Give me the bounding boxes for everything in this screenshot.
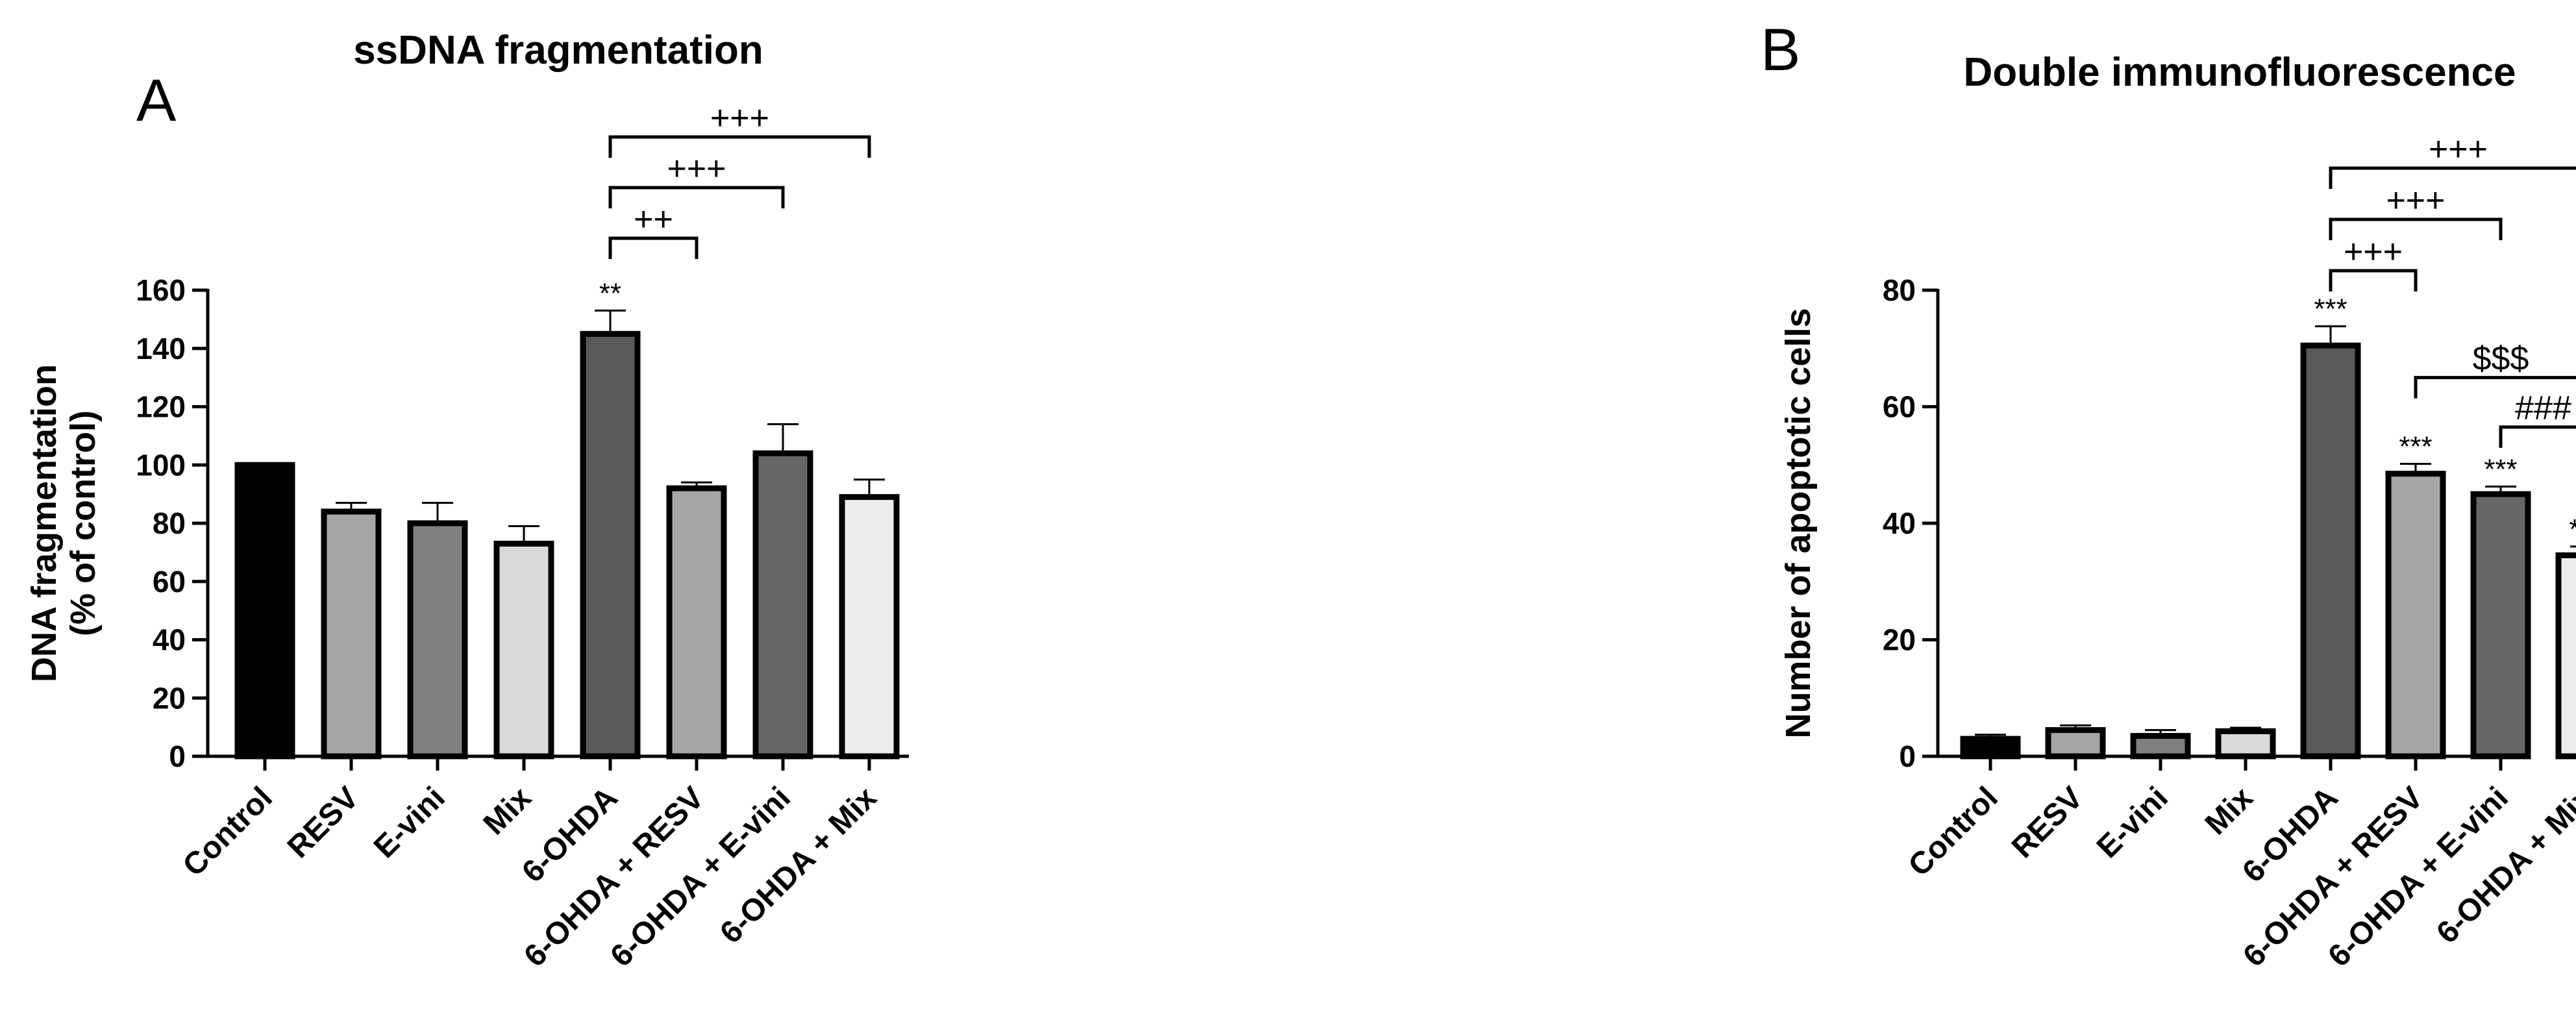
bar	[2555, 552, 2576, 760]
bar	[493, 540, 554, 760]
bar	[839, 494, 900, 760]
bracket-label: ++	[634, 201, 673, 238]
bar	[2470, 491, 2531, 760]
bracket-label: $$$	[2473, 340, 2529, 378]
x-tick-label: Control	[1902, 780, 2005, 883]
comparison-bracket	[2414, 376, 2576, 399]
significance-label: ***	[2314, 293, 2347, 325]
comparison-bracket	[608, 135, 871, 158]
y-tick-label: 0	[169, 739, 186, 773]
chart-title: Double immunofluorescence	[1964, 50, 2516, 95]
x-tick-label: Control	[177, 780, 279, 883]
comparison-bracket	[608, 186, 785, 208]
comparison-bracket	[2329, 269, 2418, 291]
comparison-bracket	[2499, 425, 2576, 448]
comparison-bracket	[608, 236, 699, 259]
x-tick-label: RESV	[281, 780, 365, 865]
y-tick-label: 40	[153, 623, 186, 657]
y-tick-label: 120	[136, 390, 186, 424]
x-tick-label: E-vini	[2090, 780, 2175, 865]
y-tick-label: 0	[1899, 739, 1916, 773]
x-tick-label: Mix	[477, 780, 538, 841]
x-tick-label: RESV	[2005, 780, 2090, 865]
panel-letter: B	[1761, 17, 1800, 83]
significance-label: ***	[2569, 514, 2576, 545]
bar	[2215, 728, 2276, 760]
bar	[666, 485, 727, 760]
y-tick-label: 20	[153, 681, 186, 715]
bracket-label: ###	[2515, 390, 2571, 427]
y-tick-label: 100	[136, 448, 186, 482]
bracket-label: +++	[2429, 130, 2488, 168]
y-tick-label: 20	[1883, 623, 1916, 657]
y-axis-title: Number of apoptotic cells	[1779, 308, 1818, 738]
y-tick-label: 160	[136, 273, 186, 307]
bar	[2130, 733, 2191, 760]
comparison-bracket	[2329, 217, 2503, 240]
panel-b-chart: B Double immunofluorescence Number of apop…	[1761, 17, 2576, 974]
bar	[752, 450, 813, 760]
bar	[2385, 471, 2446, 760]
bracket-label: +++	[2344, 233, 2403, 271]
significance-label: **	[599, 277, 621, 309]
y-axis-title: (% of control)	[64, 410, 103, 636]
y-tick-label: 80	[1883, 273, 1916, 307]
significance-label: ***	[2484, 453, 2517, 485]
y-tick-label: 60	[1883, 390, 1916, 424]
y-tick-label: 40	[1883, 506, 1916, 540]
bracket-label: +++	[710, 99, 769, 137]
y-tick-label: 80	[153, 506, 186, 540]
bar	[2045, 727, 2106, 760]
panel-letter: A	[136, 68, 177, 134]
y-tick-label: 60	[153, 565, 186, 599]
bracket-label: +++	[667, 150, 726, 188]
y-tick-label: 140	[136, 332, 186, 365]
bar	[580, 330, 641, 760]
bar	[321, 508, 382, 760]
chart-title: ssDNA fragmentation	[353, 28, 763, 73]
bracket-label: +++	[2386, 182, 2445, 219]
y-axis-title: DNA fragmentation	[25, 364, 64, 682]
significance-label: ***	[2399, 430, 2432, 462]
bar	[2300, 342, 2361, 760]
x-tick-label: 6-OHDA + Mix	[713, 780, 884, 950]
bar	[407, 520, 468, 760]
x-tick-label: E-vini	[367, 780, 452, 865]
bar	[234, 462, 295, 760]
bar	[1960, 736, 2021, 760]
x-tick-label: Mix	[2199, 780, 2260, 841]
comparison-bracket	[2329, 166, 2576, 189]
